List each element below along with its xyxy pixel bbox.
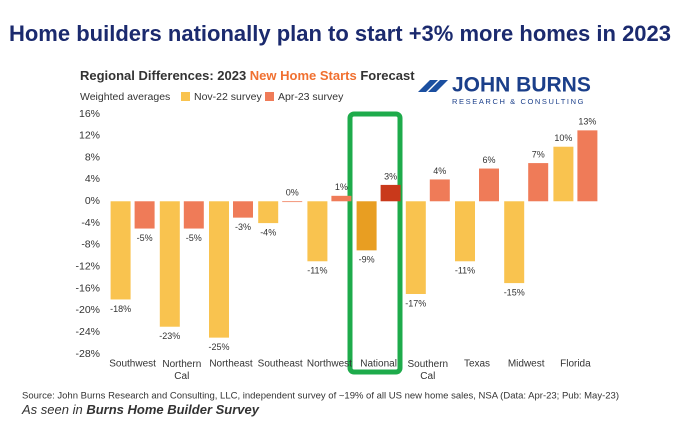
x-tick-line: Cal bbox=[420, 371, 435, 382]
data-label: -4% bbox=[260, 227, 276, 237]
legend-swatch bbox=[265, 92, 274, 101]
bar bbox=[429, 179, 450, 202]
y-tick-label: 0% bbox=[85, 195, 100, 207]
data-label: 4% bbox=[433, 166, 446, 176]
data-label: -25% bbox=[208, 342, 229, 352]
data-label: 0% bbox=[286, 188, 299, 198]
data-label: -5% bbox=[186, 233, 202, 243]
highlight-box bbox=[347, 111, 403, 375]
bar bbox=[307, 201, 328, 262]
bar bbox=[356, 201, 377, 251]
bar bbox=[504, 201, 525, 284]
y-tick-label: 8% bbox=[85, 151, 100, 163]
bar bbox=[110, 201, 131, 300]
data-label: -11% bbox=[455, 266, 475, 276]
y-tick-label: -12% bbox=[75, 261, 100, 273]
data-label: 6% bbox=[482, 155, 495, 165]
x-tick-label: Northwest bbox=[307, 359, 352, 370]
data-label: -5% bbox=[137, 233, 153, 243]
bar bbox=[528, 163, 549, 202]
x-tick-label: Northeast bbox=[209, 359, 253, 370]
source: Source: John Burns Research and Consulti… bbox=[22, 391, 619, 402]
x-tick-label: Midwest bbox=[508, 359, 545, 370]
data-label: -11% bbox=[307, 266, 327, 276]
x-tick-line: Northern bbox=[162, 359, 201, 370]
x-tick-label: Southeast bbox=[258, 359, 303, 370]
x-tick-label: Southwest bbox=[109, 359, 156, 370]
y-tick-label: -16% bbox=[75, 282, 100, 294]
legend-label: Nov-22 survey bbox=[194, 91, 262, 103]
logo-tagline: RESEARCH & CONSULTING bbox=[452, 97, 585, 106]
subtitle: Weighted averages bbox=[80, 91, 170, 103]
data-label: -23% bbox=[159, 331, 180, 341]
data-label: -3% bbox=[235, 222, 251, 232]
title-part: Forecast bbox=[357, 68, 415, 83]
seen-in: As seen in Burns Home Builder Survey bbox=[21, 402, 260, 417]
chart-title: Regional Differences: 2023 New Home Star… bbox=[80, 68, 415, 83]
logo: JOHN BURNS RESEARCH & CONSULTING bbox=[418, 74, 591, 106]
x-tick-label: National bbox=[360, 359, 397, 370]
headline: Home builders nationally plan to start +… bbox=[9, 21, 671, 46]
y-tick-label: 16% bbox=[79, 108, 100, 120]
data-label: 1% bbox=[335, 182, 348, 192]
bar bbox=[405, 201, 426, 294]
bar bbox=[577, 130, 598, 202]
y-tick-label: -28% bbox=[75, 348, 100, 360]
bar bbox=[134, 201, 155, 229]
seen-in-text: As seen in bbox=[21, 402, 86, 417]
y-tick-label: 4% bbox=[85, 173, 100, 185]
title-part: Regional Differences: 2023 bbox=[80, 68, 250, 83]
x-tick-label: Southern Cal bbox=[408, 359, 449, 382]
bar bbox=[380, 184, 401, 202]
data-label: 3% bbox=[384, 171, 397, 181]
bar bbox=[258, 201, 279, 224]
y-tick-label: -20% bbox=[75, 304, 100, 316]
data-label: 13% bbox=[578, 117, 596, 127]
data-label: -15% bbox=[504, 287, 525, 297]
y-tick-label: 12% bbox=[79, 130, 100, 142]
x-tick-line: Southern bbox=[408, 359, 449, 370]
seen-in-name: Burns Home Builder Survey bbox=[86, 402, 259, 417]
data-label: -18% bbox=[110, 304, 131, 314]
bar bbox=[183, 201, 204, 229]
title-highlight: New Home Starts bbox=[250, 68, 357, 83]
bar bbox=[455, 201, 475, 262]
bar bbox=[331, 195, 352, 202]
x-tick-line: Cal bbox=[174, 371, 189, 382]
y-tick-label: -24% bbox=[75, 326, 100, 338]
x-tick-label: Texas bbox=[464, 359, 490, 370]
data-label: 10% bbox=[554, 133, 572, 143]
legend-label: Apr-23 survey bbox=[278, 91, 344, 103]
logo-icon bbox=[418, 80, 448, 92]
x-tick-label: Florida bbox=[560, 359, 591, 370]
bar bbox=[553, 146, 574, 202]
bar bbox=[233, 201, 253, 218]
legend-swatch bbox=[181, 92, 190, 101]
bar bbox=[479, 168, 499, 202]
x-tick-label: Northern Cal bbox=[162, 359, 201, 382]
bar bbox=[159, 201, 180, 327]
y-tick-label: -8% bbox=[81, 239, 100, 251]
y-tick-label: -4% bbox=[81, 217, 100, 229]
data-label: 7% bbox=[532, 149, 545, 159]
data-label: -9% bbox=[359, 255, 375, 265]
logo-name: JOHN BURNS bbox=[452, 74, 591, 97]
bar bbox=[282, 201, 303, 203]
data-label: -17% bbox=[405, 298, 426, 308]
bar bbox=[209, 201, 229, 338]
